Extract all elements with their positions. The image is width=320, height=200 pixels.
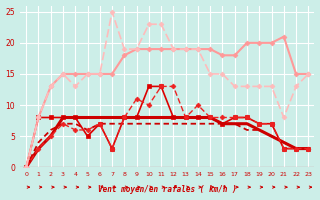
X-axis label: Vent moyen/en rafales ( km/h ): Vent moyen/en rafales ( km/h ) [98, 185, 236, 194]
